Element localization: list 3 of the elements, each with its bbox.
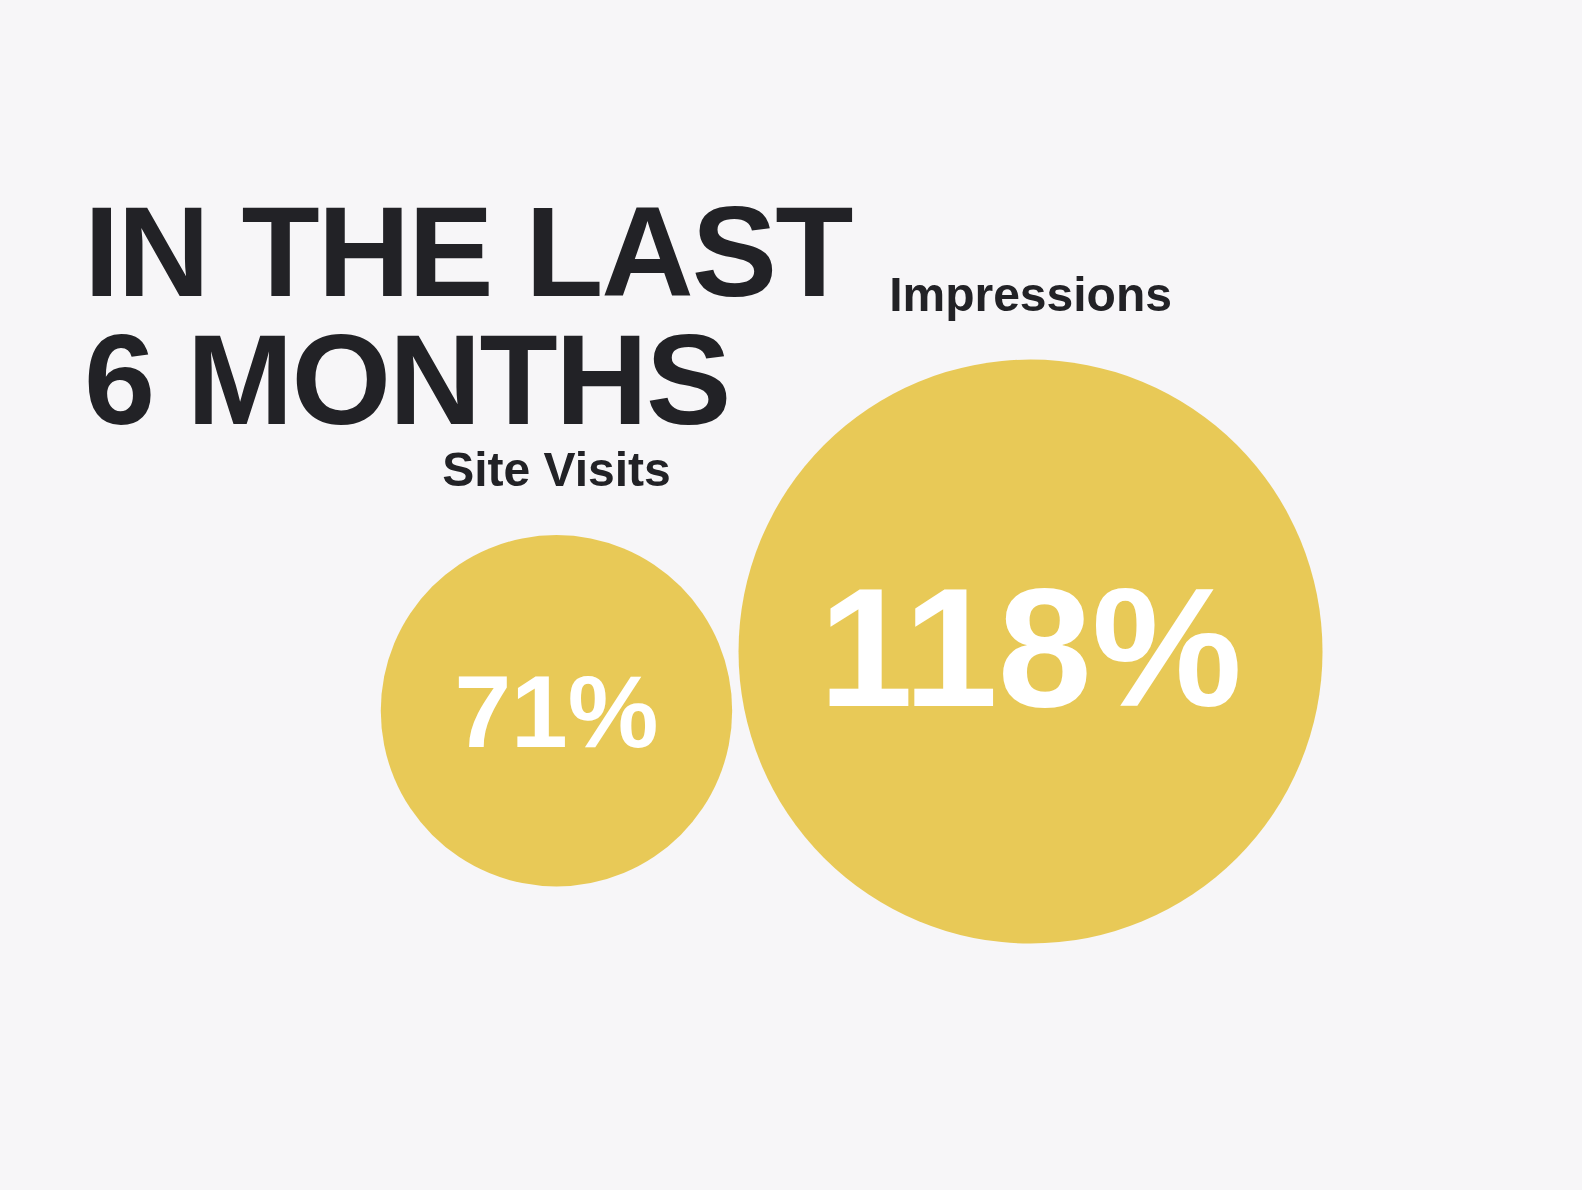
data-label: 118% <box>819 553 1242 743</box>
data-label: 71% <box>454 654 659 769</box>
category-label: Impressions <box>889 267 1172 321</box>
